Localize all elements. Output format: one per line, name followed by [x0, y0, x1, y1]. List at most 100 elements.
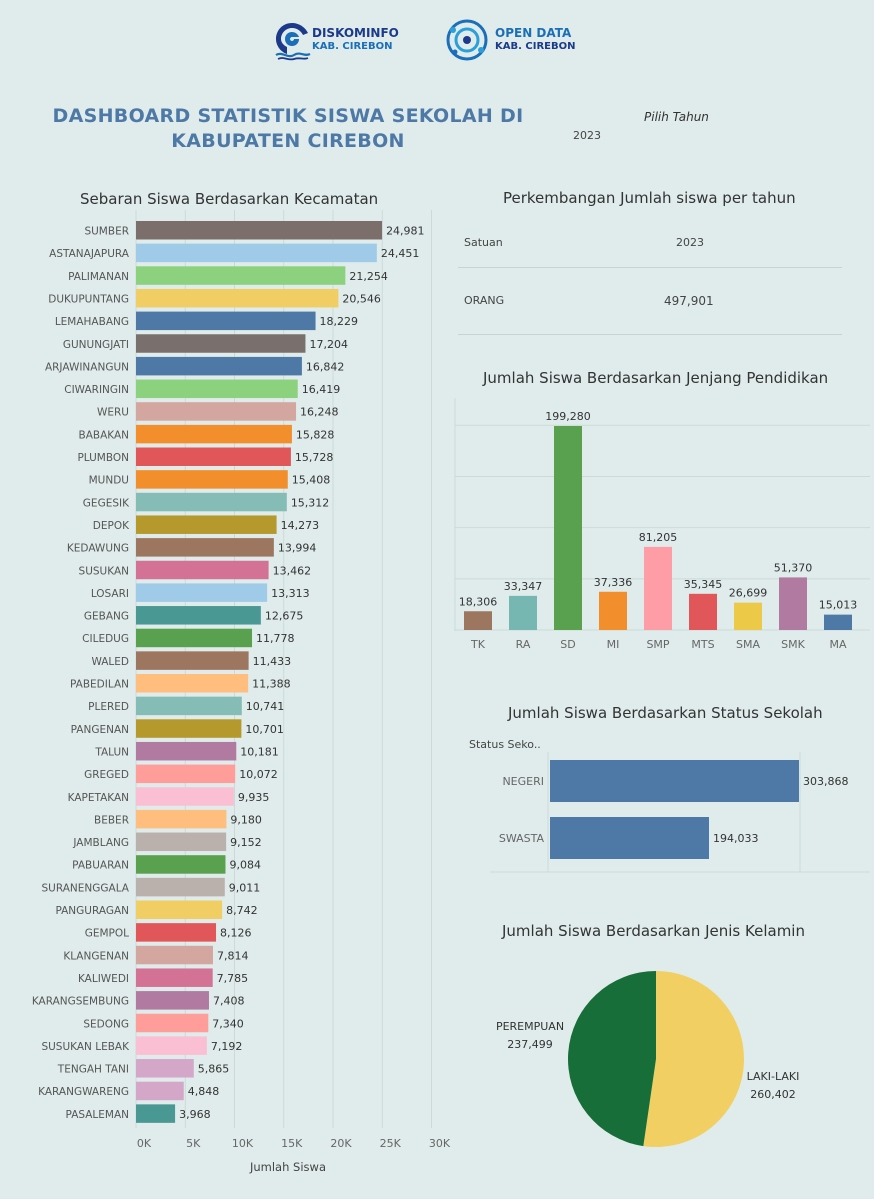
kecamatan-bar[interactable]: [136, 356, 302, 376]
year-filter-select[interactable]: 2023: [573, 129, 601, 142]
kecamatan-value-label: 15,408: [292, 474, 331, 487]
kecamatan-value-label: 7,408: [213, 995, 245, 1008]
kecamatan-bar[interactable]: [136, 538, 274, 557]
status-bar[interactable]: [550, 760, 799, 802]
kecamatan-category-label: SURANENGGALA: [42, 882, 130, 894]
kecamatan-category-label: TENGAH TANI: [57, 1064, 129, 1076]
jenjang-bar[interactable]: [734, 602, 762, 630]
kecamatan-value-label: 10,701: [245, 723, 284, 736]
kecamatan-bar[interactable]: [136, 379, 298, 399]
gender-slice-value: 237,499: [507, 1038, 553, 1051]
kecamatan-category-label: GEMPOL: [85, 928, 129, 940]
kecamatan-value-label: 21,254: [349, 270, 388, 283]
kecamatan-bar[interactable]: [136, 470, 288, 489]
kecamatan-value-label: 3,968: [179, 1108, 211, 1121]
kecamatan-bar[interactable]: [136, 1081, 184, 1101]
kecamatan-bar[interactable]: [136, 221, 383, 240]
jenjang-value-label: 33,347: [504, 580, 543, 593]
kecamatan-bar[interactable]: [136, 1059, 194, 1078]
kecamatan-category-label: PANGENAN: [71, 724, 129, 736]
kecamatan-bar[interactable]: [136, 1036, 207, 1055]
kecamatan-bar[interactable]: [136, 719, 242, 738]
kecamatan-value-label: 15,312: [291, 496, 330, 509]
kecamatan-category-label: LOSARI: [91, 588, 129, 600]
kecamatan-bar[interactable]: [136, 855, 226, 874]
status-chart: NEGERI 303,868 SWASTA 194,033: [490, 752, 870, 873]
kecamatan-x-tick: 10K: [232, 1137, 254, 1150]
jenjang-bar[interactable]: [644, 546, 672, 630]
kecamatan-category-label: SUSUKAN: [79, 565, 129, 577]
kecamatan-value-label: 7,814: [217, 949, 249, 962]
kecamatan-bar[interactable]: [136, 991, 209, 1010]
kecamatan-value-label: 24,981: [386, 225, 425, 238]
kecamatan-bar[interactable]: [136, 832, 227, 852]
kecamatan-value-label: 16,248: [300, 406, 339, 419]
kecamatan-bar[interactable]: [136, 1013, 209, 1033]
kecamatan-value-label: 10,072: [239, 768, 278, 781]
kecamatan-value-label: 14,273: [281, 519, 320, 532]
status-value-label: 194,033: [713, 832, 759, 845]
jenjang-value-label: 37,336: [594, 576, 633, 589]
diskominfo-logo-line2: KAB. CIREBON: [312, 41, 393, 52]
kecamatan-bar[interactable]: [136, 900, 223, 920]
kecamatan-value-label: 13,462: [273, 564, 312, 577]
kecamatan-x-tick: 30K: [429, 1137, 451, 1150]
gender-slice-label: PEREMPUAN: [496, 1020, 564, 1033]
kecamatan-bar[interactable]: [136, 787, 234, 806]
kecamatan-bar[interactable]: [136, 492, 287, 512]
kecamatan-bar[interactable]: [136, 923, 217, 942]
jenjang-bar[interactable]: [779, 577, 807, 630]
jenjang-bar[interactable]: [824, 614, 852, 630]
kecamatan-bar[interactable]: [136, 515, 277, 534]
kecamatan-value-label: 20,546: [342, 292, 381, 305]
kecamatan-x-tick: 15K: [281, 1137, 303, 1150]
kecamatan-bar[interactable]: [136, 606, 261, 625]
kecamatan-bar[interactable]: [136, 628, 253, 648]
gender-pie-slice[interactable]: [643, 971, 744, 1147]
kecamatan-category-label: ASTANAJAPURA: [49, 248, 130, 260]
status-value-label: 303,868: [803, 775, 849, 788]
kecamatan-category-label: SUMBER: [84, 226, 129, 238]
open-data-logo-line1: OPEN DATA: [495, 26, 572, 40]
kecamatan-value-label: 16,842: [306, 360, 345, 373]
kecamatan-bar[interactable]: [136, 696, 242, 716]
kecamatan-bar[interactable]: [136, 266, 346, 285]
kecamatan-bar[interactable]: [136, 447, 291, 467]
open-data-logo-line2: KAB. CIREBON: [495, 41, 576, 52]
kecamatan-bar[interactable]: [136, 424, 292, 444]
jenjang-category-label: SD: [560, 638, 575, 651]
kecamatan-bar[interactable]: [136, 674, 249, 693]
kecamatan-bar[interactable]: [136, 243, 377, 263]
kecamatan-value-label: 15,828: [296, 428, 335, 441]
kecamatan-category-label: KLANGENAN: [63, 950, 129, 962]
kecamatan-value-label: 9,152: [230, 836, 262, 849]
kecamatan-bar[interactable]: [136, 764, 236, 784]
kecamatan-bar[interactable]: [136, 741, 237, 761]
status-category-label: NEGERI: [502, 775, 544, 788]
jenjang-value-label: 51,370: [774, 561, 813, 574]
jenjang-bar[interactable]: [554, 426, 582, 630]
kecamatan-bar[interactable]: [136, 311, 316, 331]
kecamatan-bar[interactable]: [136, 809, 227, 829]
jenjang-bar[interactable]: [599, 591, 627, 630]
tahun-table-divider: [458, 267, 842, 268]
year-filter-label: Pilih Tahun: [644, 110, 709, 124]
jenjang-bar[interactable]: [689, 593, 717, 630]
kecamatan-bar[interactable]: [136, 877, 225, 897]
kecamatan-bar[interactable]: [136, 1104, 176, 1123]
jenjang-chart-title: Jumlah Siswa Berdasarkan Jenjang Pendidi…: [483, 369, 829, 387]
kecamatan-bar[interactable]: [136, 334, 306, 353]
kecamatan-bar[interactable]: [136, 560, 269, 580]
gender-pie-slice[interactable]: [568, 971, 656, 1147]
kecamatan-bar[interactable]: [136, 288, 339, 308]
jenjang-bar[interactable]: [464, 611, 492, 630]
kecamatan-bar[interactable]: [136, 945, 213, 965]
kecamatan-bar[interactable]: [136, 651, 249, 670]
kecamatan-category-label: GREGED: [84, 769, 129, 781]
kecamatan-bar[interactable]: [136, 583, 268, 602]
jenjang-bar[interactable]: [509, 595, 537, 630]
kecamatan-bar[interactable]: [136, 968, 213, 987]
kecamatan-value-label: 13,994: [278, 542, 317, 555]
status-bar[interactable]: [550, 817, 709, 859]
kecamatan-bar[interactable]: [136, 402, 297, 421]
